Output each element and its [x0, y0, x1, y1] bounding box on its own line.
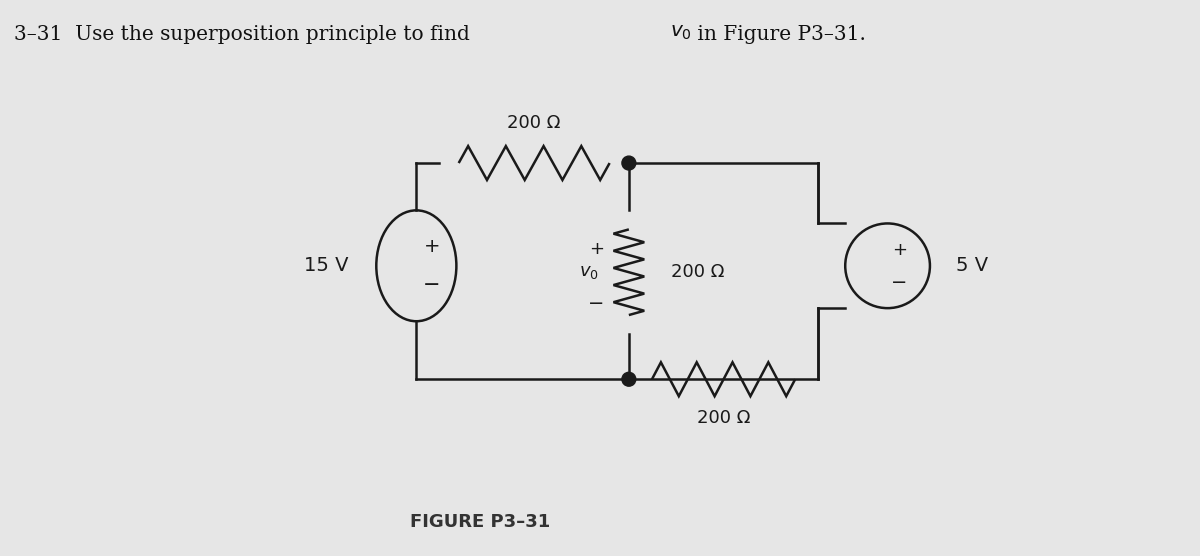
Circle shape: [622, 156, 636, 170]
Text: 5 V: 5 V: [956, 256, 989, 275]
Text: 200 Ω: 200 Ω: [508, 114, 560, 132]
Text: in Figure P3–31.: in Figure P3–31.: [691, 25, 866, 44]
Text: FIGURE P3–31: FIGURE P3–31: [410, 513, 550, 530]
Text: 15 V: 15 V: [304, 256, 348, 275]
Text: 200 Ω: 200 Ω: [697, 409, 750, 427]
Text: $v_0$: $v_0$: [578, 263, 599, 281]
Text: 200 Ω: 200 Ω: [671, 263, 725, 281]
Text: $v_0$: $v_0$: [670, 23, 691, 42]
Text: +: +: [424, 237, 440, 256]
Text: −: −: [890, 273, 907, 292]
Circle shape: [622, 373, 636, 386]
Text: 3–31  Use the superposition principle to find: 3–31 Use the superposition principle to …: [14, 25, 476, 44]
Text: −: −: [422, 275, 440, 295]
Text: +: +: [589, 240, 604, 258]
Text: +: +: [892, 241, 907, 260]
Text: −: −: [588, 294, 605, 312]
